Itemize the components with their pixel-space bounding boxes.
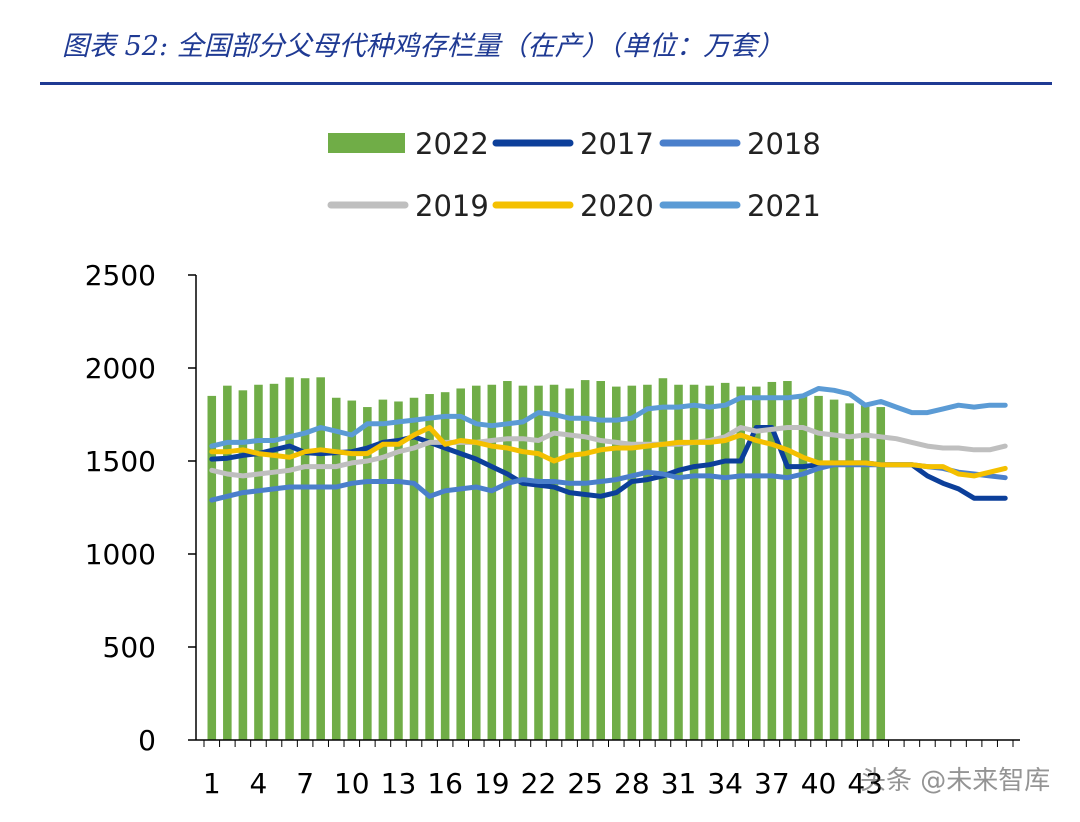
legend-label-2022: 2022 xyxy=(415,127,489,161)
bar-2022-30 xyxy=(658,378,668,740)
bar-2022-38 xyxy=(783,381,792,740)
legend-swatch-2022 xyxy=(328,133,405,153)
title-underline xyxy=(40,82,1052,85)
legend: 2022 2017 2018 2019 2020 2021 xyxy=(327,127,821,223)
bar-2022-20 xyxy=(503,381,512,740)
bar-2022-13 xyxy=(394,401,403,740)
x-tick-label-25: 25 xyxy=(567,767,603,800)
bar-2022-24 xyxy=(565,388,574,740)
bar-2022-18 xyxy=(471,385,481,740)
bar-2022-11 xyxy=(363,407,372,740)
y-tick-label-2500: 2500 xyxy=(85,259,156,292)
bar-2022-5 xyxy=(269,383,279,740)
bar-2022-2 xyxy=(223,385,232,740)
bar-2022-16 xyxy=(440,392,450,740)
bar-2022-33 xyxy=(705,385,714,740)
x-tick-label-34: 34 xyxy=(707,767,743,800)
bar-2022-35 xyxy=(736,386,746,740)
y-tick-label-0: 0 xyxy=(138,724,156,757)
x-tick-label-28: 28 xyxy=(614,767,650,800)
bar-2022-21 xyxy=(518,385,528,740)
bar-2022-14 xyxy=(409,397,419,740)
bar-2022-29 xyxy=(643,384,652,740)
y-tick-label-2000: 2000 xyxy=(85,352,156,385)
bar-2022-6 xyxy=(285,377,294,740)
bar-2022-41 xyxy=(829,399,839,740)
bar-2022-10 xyxy=(347,400,357,740)
bar-2022-42 xyxy=(845,403,854,740)
chart-title: 图表 52: 全国部分父母代种鸡存栏量（在产）（单位：万套） xyxy=(62,31,785,62)
x-tick-label-43: 43 xyxy=(847,767,883,800)
bar-2022-43 xyxy=(860,405,870,740)
bar-2022-12 xyxy=(378,399,388,740)
x-tick-label-10: 10 xyxy=(334,767,370,800)
bar-2022-27 xyxy=(612,386,621,740)
bar-2022-19 xyxy=(487,384,497,740)
x-tick-label-16: 16 xyxy=(427,767,463,800)
bar-series-2022 xyxy=(207,377,886,740)
x-tick-label-7: 7 xyxy=(296,767,314,800)
bar-2022-23 xyxy=(549,384,559,740)
bar-2022-44 xyxy=(876,407,886,740)
legend-label-2021: 2021 xyxy=(747,189,821,223)
line-2021 xyxy=(209,386,1008,449)
watermark: 头条 @未来智库 xyxy=(860,766,1051,796)
legend-label-2018: 2018 xyxy=(747,127,821,161)
bar-2022-36 xyxy=(752,386,761,740)
bar-2022-17 xyxy=(456,388,465,740)
bar-2022-26 xyxy=(596,381,605,740)
x-tick-label-1: 1 xyxy=(203,767,221,800)
x-tick-label-22: 22 xyxy=(521,767,557,800)
x-tick-label-4: 4 xyxy=(250,767,268,800)
bar-2022-22 xyxy=(534,385,543,740)
bar-2022-25 xyxy=(580,380,590,740)
bar-2022-31 xyxy=(674,384,683,740)
bar-2022-28 xyxy=(627,385,637,740)
bar-2022-15 xyxy=(425,394,434,740)
x-tick-label-31: 31 xyxy=(661,767,697,800)
bar-2022-3 xyxy=(238,390,248,740)
bar-2022-34 xyxy=(720,382,730,740)
axes: 0 500 1000 1500 2000 2500 1 4 7 10 13 16 19 22 25 28 31 3… xyxy=(85,259,1020,800)
bar-2022-1 xyxy=(207,395,217,740)
legend-label-2020: 2020 xyxy=(580,189,654,223)
line-series-group xyxy=(209,386,1008,503)
y-tick-label-1500: 1500 xyxy=(85,445,156,478)
legend-label-2019: 2019 xyxy=(415,189,489,223)
y-tick-label-1000: 1000 xyxy=(85,538,156,571)
x-tick-label-40: 40 xyxy=(801,767,837,800)
bar-2022-37 xyxy=(767,381,777,740)
bar-2022-4 xyxy=(254,384,263,740)
line-2019 xyxy=(209,425,1008,479)
y-tick-label-500: 500 xyxy=(103,631,156,664)
x-tick-label-37: 37 xyxy=(754,767,790,800)
bar-2022-32 xyxy=(689,384,699,740)
bar-2022-40 xyxy=(814,395,823,740)
legend-label-2017: 2017 xyxy=(580,127,654,161)
x-tick-label-13: 13 xyxy=(381,767,417,800)
x-tick-label-19: 19 xyxy=(474,767,510,800)
bar-2022-8 xyxy=(316,377,325,740)
line-2020 xyxy=(209,425,1008,479)
bar-2022-39 xyxy=(798,394,808,740)
bar-2022-7 xyxy=(300,378,310,740)
bar-2022-9 xyxy=(331,397,341,740)
